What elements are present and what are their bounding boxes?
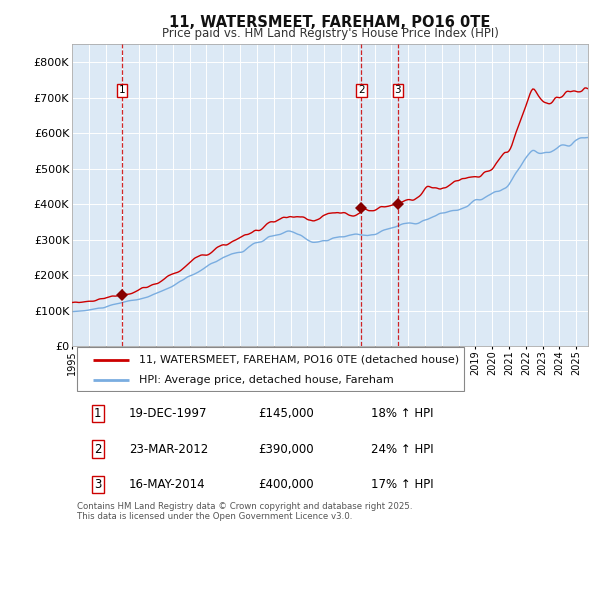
Text: 1: 1 [94,407,101,420]
Text: 17% ↑ HPI: 17% ↑ HPI [371,478,434,491]
FancyBboxPatch shape [77,348,464,391]
Text: 2: 2 [358,86,365,96]
Text: 2: 2 [94,442,101,455]
Text: HPI: Average price, detached house, Fareham: HPI: Average price, detached house, Fare… [139,375,394,385]
Text: Contains HM Land Registry data © Crown copyright and database right 2025.
This d: Contains HM Land Registry data © Crown c… [77,502,413,521]
Text: 11, WATERSMEET, FAREHAM, PO16 0TE: 11, WATERSMEET, FAREHAM, PO16 0TE [169,15,491,30]
Text: 1: 1 [119,86,125,96]
Text: £145,000: £145,000 [258,407,314,420]
Text: 19-DEC-1997: 19-DEC-1997 [129,407,207,420]
Text: 23-MAR-2012: 23-MAR-2012 [129,442,208,455]
Text: £390,000: £390,000 [258,442,313,455]
Text: 24% ↑ HPI: 24% ↑ HPI [371,442,434,455]
Text: 11, WATERSMEET, FAREHAM, PO16 0TE (detached house): 11, WATERSMEET, FAREHAM, PO16 0TE (detac… [139,355,459,365]
Text: 3: 3 [94,478,101,491]
Text: 18% ↑ HPI: 18% ↑ HPI [371,407,434,420]
Text: 16-MAY-2014: 16-MAY-2014 [129,478,205,491]
Text: £400,000: £400,000 [258,478,313,491]
Text: Price paid vs. HM Land Registry's House Price Index (HPI): Price paid vs. HM Land Registry's House … [161,27,499,40]
Text: 3: 3 [394,86,401,96]
